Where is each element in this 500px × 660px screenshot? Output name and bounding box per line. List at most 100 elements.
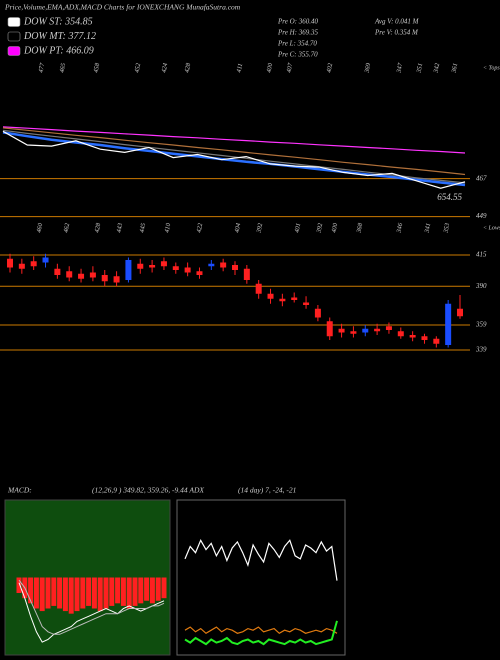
low-label: 410 <box>164 222 173 234</box>
candle-body <box>362 328 369 333</box>
top-label: 402 <box>326 62 335 74</box>
page-title: Price,Volume,EMA,ADX,MACD Charts for ION… <box>4 3 241 12</box>
info-text: Pre V: 0.354 M <box>374 29 419 37</box>
candle-body <box>232 265 238 270</box>
candle-body <box>172 266 179 270</box>
macd-histogram-bar <box>144 577 150 601</box>
candle-body <box>113 276 120 283</box>
low-label: 401 <box>294 223 303 234</box>
low-label: 368 <box>356 222 365 235</box>
ema-line <box>2 131 466 187</box>
macd-histogram-bar <box>86 577 92 606</box>
top-label: 369 <box>364 62 373 75</box>
ema-line <box>2 127 466 176</box>
macd-histogram-bar <box>51 577 57 606</box>
adx-params: (14 day) 7, -24, -21 <box>238 486 296 495</box>
candle-body <box>314 308 321 318</box>
signal-line <box>18 579 165 635</box>
candle-body <box>445 303 452 345</box>
info-text: Pre H: 369.35 <box>277 29 318 37</box>
macd-histogram-bar <box>39 577 45 612</box>
top-label: 411 <box>236 63 245 73</box>
y-tick-label: 467 <box>476 174 487 182</box>
candle-body <box>255 283 262 294</box>
lows-label: < Lows <box>483 225 500 231</box>
low-label: 428 <box>94 222 103 234</box>
candle-body <box>374 328 381 332</box>
y-tick-label: 339 <box>475 346 487 354</box>
candle-body <box>196 271 203 275</box>
candle-body <box>338 328 345 333</box>
candle-body <box>101 275 108 282</box>
macd-histogram-bar <box>33 577 39 609</box>
macd-histogram-bar <box>74 577 80 612</box>
low-label: 422 <box>196 222 205 234</box>
top-label: 452 <box>134 62 143 74</box>
low-label: 346 <box>396 222 405 235</box>
macd-histogram-bar <box>109 577 115 606</box>
adx-line <box>184 626 338 635</box>
y-tick-label: 390 <box>475 282 487 290</box>
candle-body <box>279 298 286 302</box>
legend-label: DOW MT: 377.12 <box>23 31 96 42</box>
ema-line <box>2 129 466 184</box>
top-label: 477 <box>38 62 47 74</box>
candle-body <box>350 331 357 334</box>
top-label: 465 <box>59 62 68 74</box>
y-tick-label: 449 <box>476 212 487 220</box>
low-label: 392 <box>316 222 325 235</box>
y-tick-label: 359 <box>475 321 487 329</box>
macd-histogram-bar <box>45 577 51 609</box>
macd-title: MACD: <box>7 486 32 495</box>
macd-histogram-bar <box>68 577 74 614</box>
candle-body <box>160 261 167 267</box>
top-label: 400 <box>266 62 275 74</box>
candle-body <box>433 338 440 344</box>
macd-histogram-bar <box>132 577 138 606</box>
top-label: 407 <box>286 62 295 74</box>
info-text: Pre L: 354.70 <box>277 40 317 48</box>
candle-body <box>326 321 333 337</box>
adx-line <box>184 620 338 646</box>
macd-histogram-bar <box>161 577 167 599</box>
candle-body <box>66 271 73 278</box>
candle-body <box>409 335 416 338</box>
info-text: Pre C: 355.70 <box>277 51 318 59</box>
macd-histogram-bar <box>97 577 103 612</box>
candle-body <box>421 336 428 340</box>
macd-histogram-bar <box>16 577 22 593</box>
candle-body <box>18 263 25 269</box>
candle-body <box>267 293 274 299</box>
candle-body <box>30 261 37 267</box>
top-label: 458 <box>93 62 102 74</box>
low-label: 400 <box>331 222 340 234</box>
candle-body <box>137 263 144 269</box>
macd-histogram-bar <box>103 577 109 609</box>
macd-histogram-bar <box>155 577 161 601</box>
top-label: 361 <box>451 63 460 75</box>
price-label: 654.55 <box>437 192 462 202</box>
low-label: 460 <box>36 222 45 234</box>
low-label: 404 <box>234 222 243 234</box>
top-label: 347 <box>396 62 405 75</box>
macd-histogram-bar <box>80 577 86 609</box>
candle-body <box>125 260 132 280</box>
low-label: 341 <box>424 223 433 235</box>
candle-body <box>220 262 227 268</box>
y-tick-label: 415 <box>476 251 487 259</box>
macd-histogram-bar <box>126 577 132 609</box>
macd-histogram-bar <box>138 577 144 604</box>
candle-body <box>303 302 310 305</box>
candle-body <box>7 258 13 268</box>
candle-body <box>208 263 215 267</box>
candle-body <box>457 308 463 317</box>
candle-body <box>89 272 96 278</box>
low-label: 353 <box>443 222 452 235</box>
candle-body <box>243 268 250 280</box>
legend-label: DOW PT: 466.09 <box>23 45 94 56</box>
low-label: 445 <box>139 222 148 234</box>
info-text: Pre O: 360.40 <box>277 18 318 26</box>
macd-histogram-bar <box>91 577 97 609</box>
candle-body <box>184 267 191 273</box>
candle-body <box>385 326 392 330</box>
